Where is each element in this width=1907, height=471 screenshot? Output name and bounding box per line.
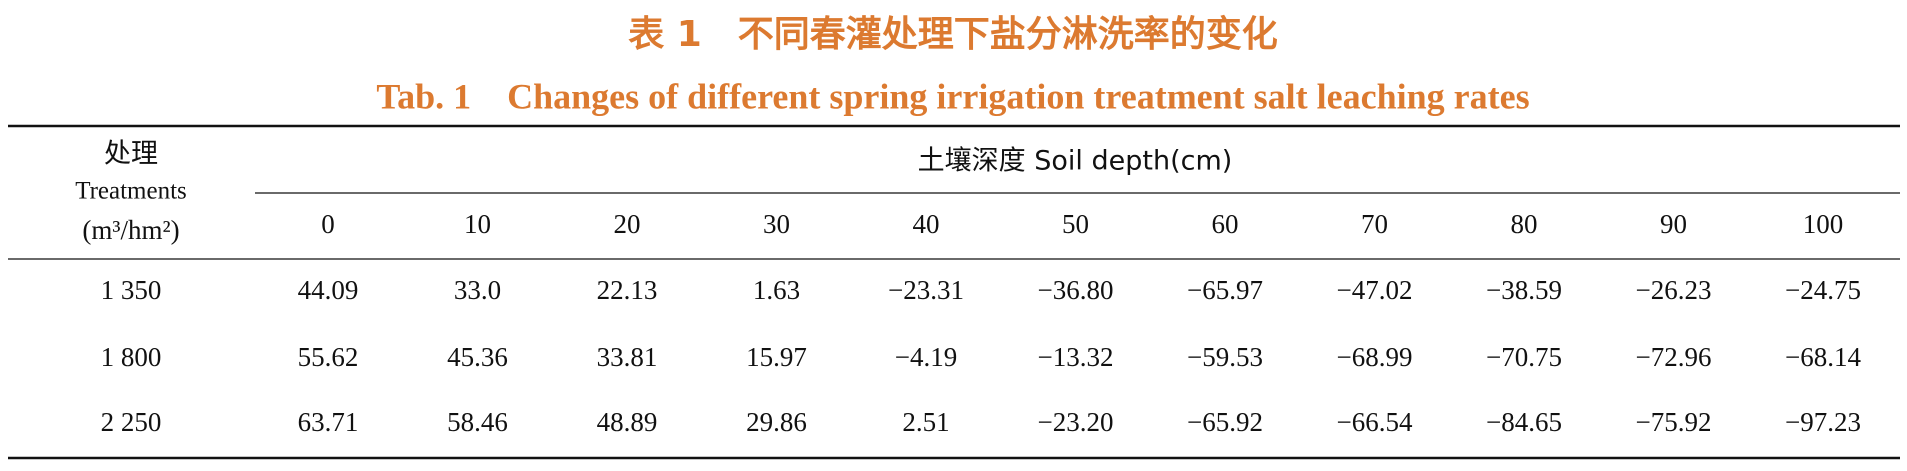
value-cell: −59.53: [1187, 342, 1263, 372]
treatment-cell: 1 350: [101, 275, 162, 305]
depth-label: 80: [1511, 209, 1538, 239]
treatment-header: Treatments: [75, 178, 187, 205]
title-en: Tab. 1 Changes of different spring irrig…: [376, 76, 1529, 116]
value-cell: −70.75: [1486, 342, 1562, 372]
treatment-cell: 1 800: [101, 342, 162, 372]
value-cell: −97.23: [1785, 407, 1861, 437]
value-cell: 45.36: [447, 342, 508, 372]
value-cell: 48.89: [597, 407, 658, 437]
value-cell: −68.99: [1337, 342, 1413, 372]
value-cell: −68.14: [1785, 342, 1861, 372]
depth-label: 60: [1212, 209, 1239, 239]
value-cell: −84.65: [1486, 407, 1562, 437]
value-cell: −4.19: [895, 342, 957, 372]
value-cell: −26.23: [1636, 275, 1712, 305]
value-cell: 44.09: [298, 275, 359, 305]
value-cell: 63.71: [298, 407, 359, 437]
treatment-header: 处理: [104, 139, 158, 170]
value-cell: −23.31: [888, 275, 964, 305]
depth-label: 40: [913, 209, 940, 239]
depth-label: 100: [1803, 209, 1844, 239]
value-cell: 33.0: [454, 275, 501, 305]
value-cell: −65.92: [1187, 407, 1263, 437]
depth-header: 土壤深度 Soil depth(cm): [918, 146, 1233, 177]
value-cell: 22.13: [597, 275, 658, 305]
value-cell: 58.46: [447, 407, 508, 437]
value-cell: 2.51: [902, 407, 949, 437]
value-cell: −66.54: [1337, 407, 1413, 437]
treatment-header: (m³/hm²): [82, 215, 179, 245]
value-cell: 15.97: [746, 342, 807, 372]
value-cell: 29.86: [746, 407, 807, 437]
value-cell: −72.96: [1636, 342, 1712, 372]
depth-label: 0: [321, 209, 335, 239]
value-cell: −24.75: [1785, 275, 1861, 305]
title-cn: 表 1 不同春灌处理下盐分淋洗率的变化: [628, 13, 1278, 55]
depth-label: 10: [464, 209, 491, 239]
depth-label: 70: [1361, 209, 1388, 239]
value-cell: −36.80: [1038, 275, 1114, 305]
value-cell: −65.97: [1187, 275, 1263, 305]
depth-label: 50: [1062, 209, 1089, 239]
value-cell: 55.62: [298, 342, 359, 372]
depth-label: 90: [1660, 209, 1687, 239]
value-cell: −75.92: [1636, 407, 1712, 437]
value-cell: 33.81: [597, 342, 658, 372]
value-cell: 1.63: [753, 275, 800, 305]
depth-label: 30: [763, 209, 790, 239]
value-cell: −13.32: [1038, 342, 1114, 372]
value-cell: −47.02: [1337, 275, 1413, 305]
depth-label: 20: [614, 209, 641, 239]
treatment-cell: 2 250: [101, 407, 162, 437]
value-cell: −38.59: [1486, 275, 1562, 305]
value-cell: −23.20: [1038, 407, 1114, 437]
